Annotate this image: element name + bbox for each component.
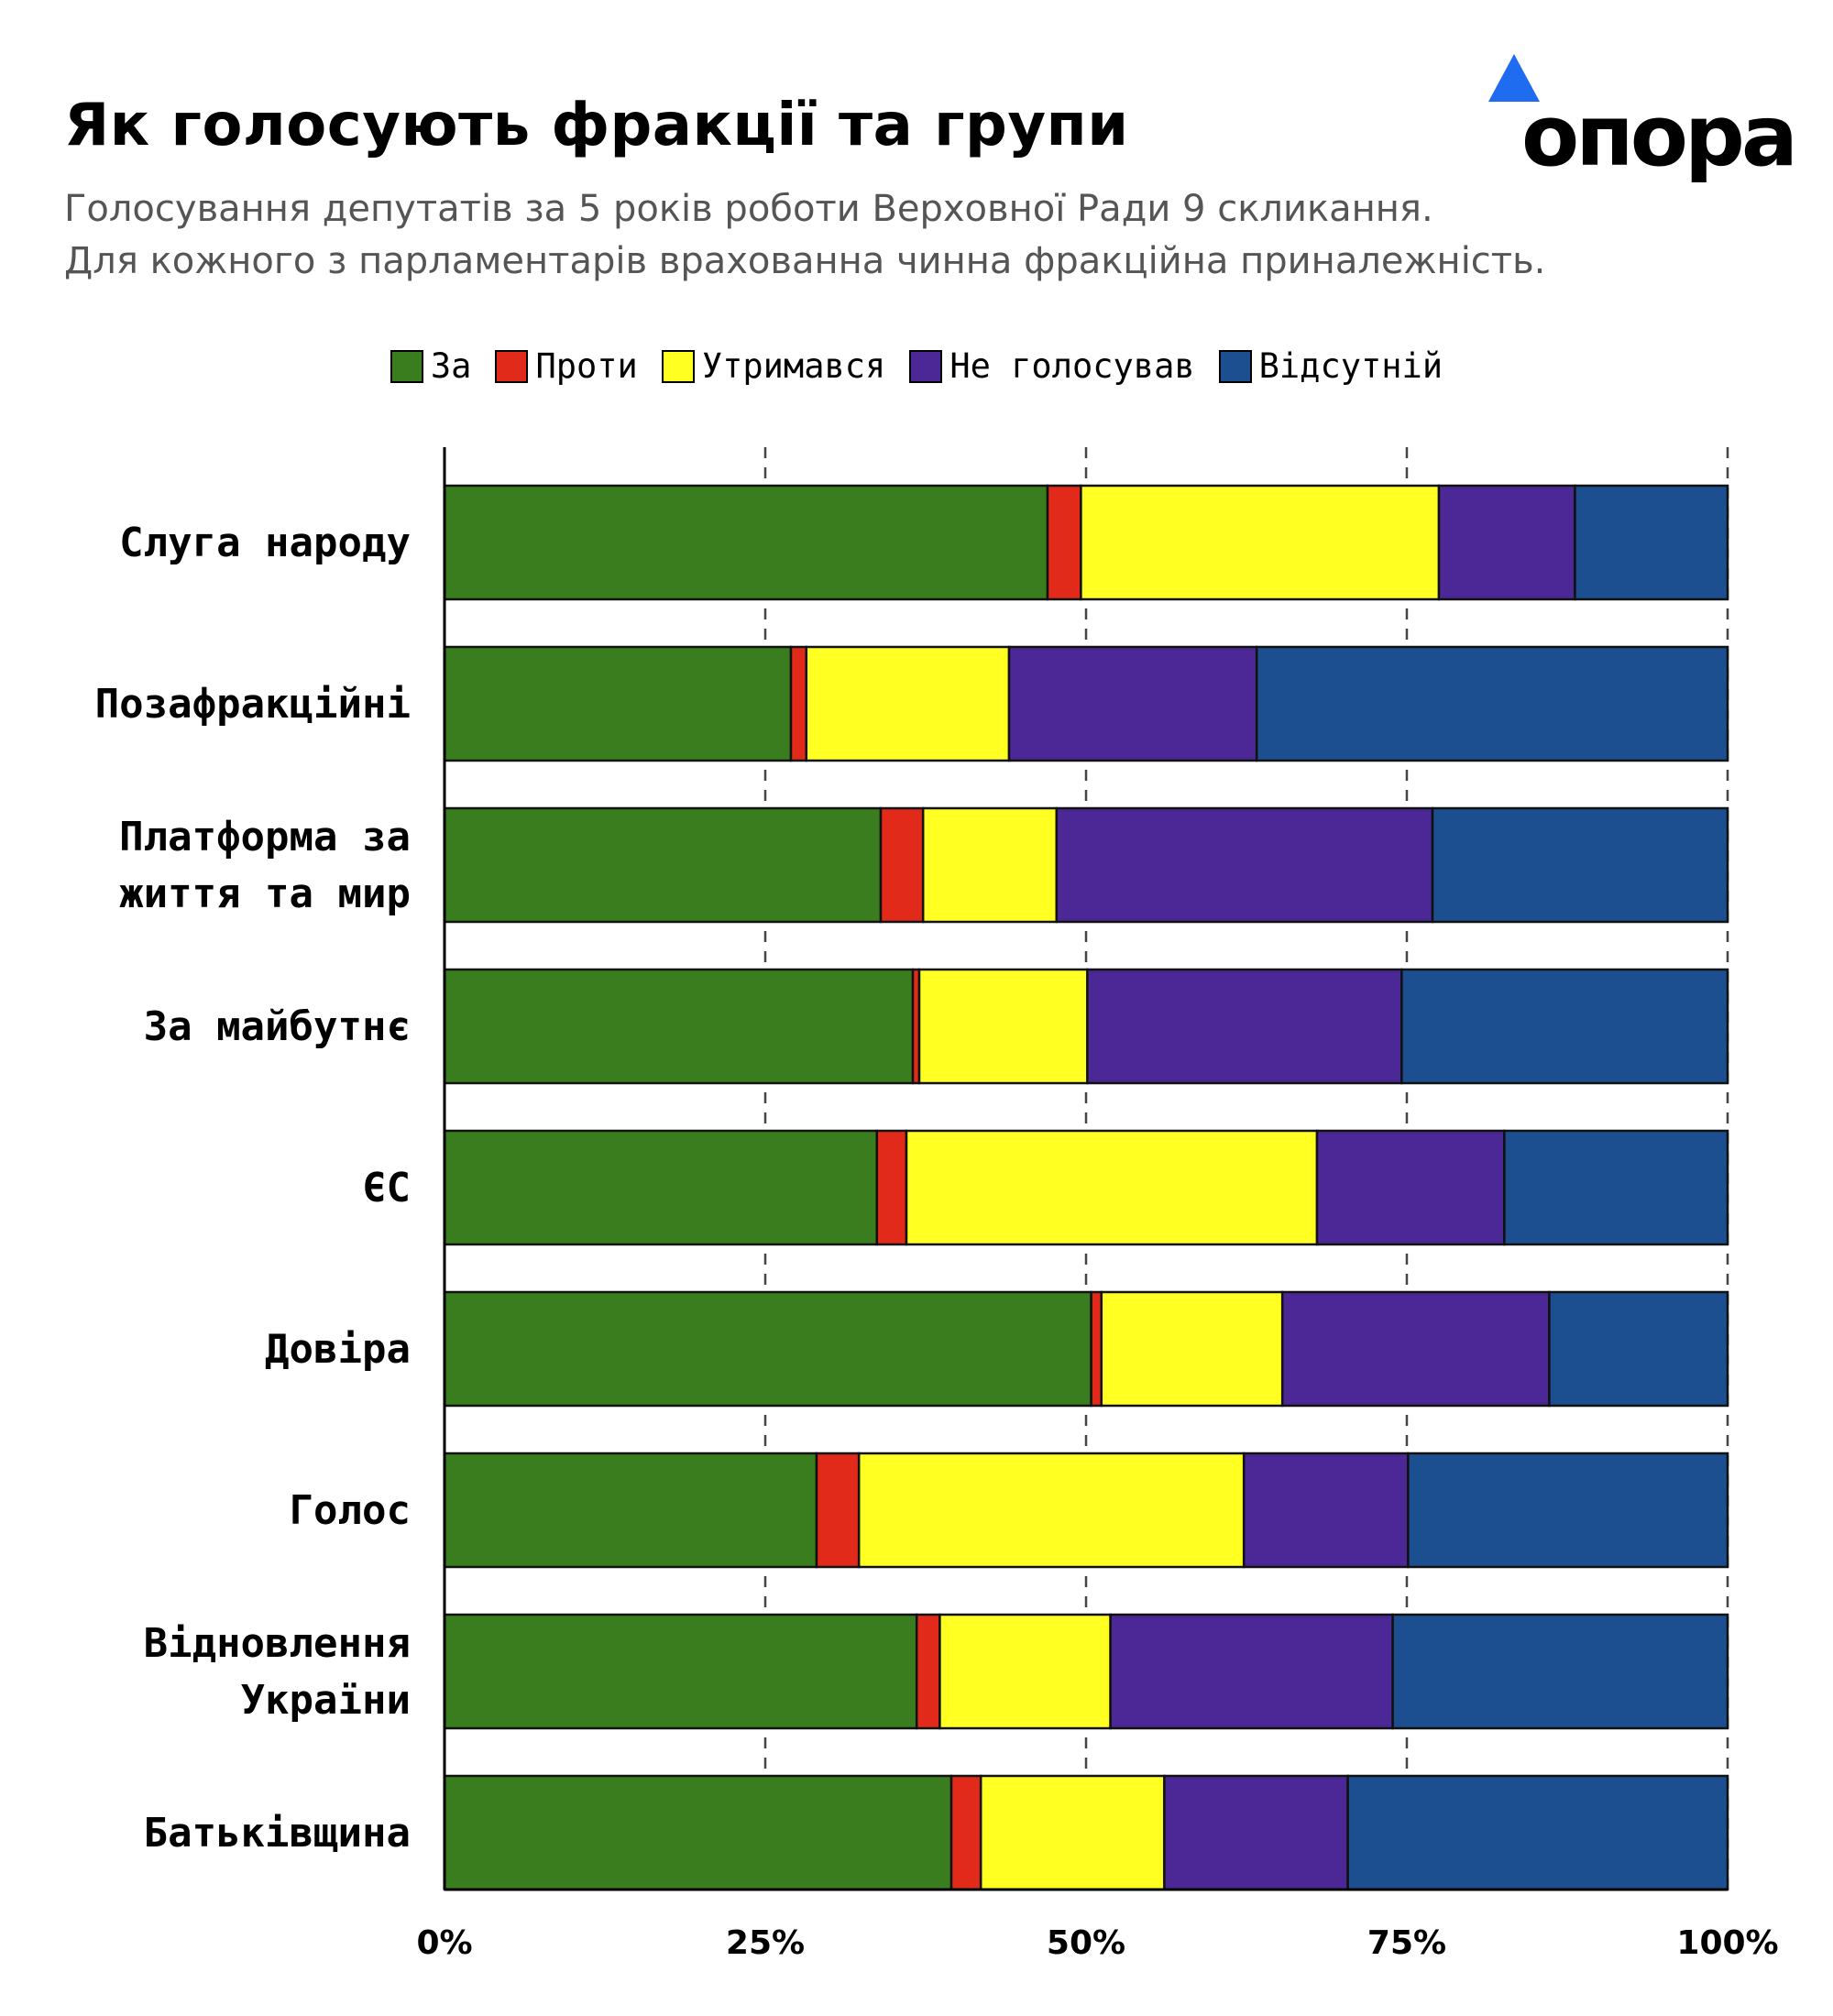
x-tick-label: 100% bbox=[1676, 1924, 1778, 1962]
bar-segment bbox=[875, 1129, 908, 1246]
category-label: Довіра bbox=[265, 1326, 411, 1373]
category-label: Відновлення bbox=[144, 1620, 411, 1667]
bar-segment bbox=[938, 1613, 1112, 1730]
bar-segment bbox=[1090, 1290, 1103, 1408]
bar-segment bbox=[443, 1129, 879, 1246]
bar-segment bbox=[443, 1452, 818, 1569]
bar-segment bbox=[443, 1290, 1092, 1408]
legend-item: Утримався bbox=[661, 346, 886, 386]
legend-swatch bbox=[495, 349, 529, 383]
legend-swatch bbox=[390, 349, 423, 383]
bar-segment bbox=[1255, 645, 1729, 762]
bar-segment bbox=[905, 1129, 1319, 1246]
bar-segment bbox=[1437, 484, 1576, 601]
page-title: Як голосують фракції та групи bbox=[64, 92, 1129, 159]
bar-segment bbox=[1346, 1774, 1729, 1891]
bar-segment bbox=[921, 806, 1059, 924]
bar-segment bbox=[1109, 1613, 1394, 1730]
bar-segment bbox=[979, 1774, 1166, 1891]
x-tick-label: 25% bbox=[726, 1924, 805, 1962]
bar-segment bbox=[1391, 1613, 1729, 1730]
bar-segment bbox=[443, 806, 883, 924]
x-tick-label: 0% bbox=[416, 1924, 472, 1962]
bar-segment bbox=[1055, 806, 1434, 924]
bar-segment bbox=[1100, 1290, 1284, 1408]
category-label: Голос bbox=[290, 1487, 411, 1534]
legend-label: За bbox=[430, 346, 472, 386]
bar-segment bbox=[1046, 484, 1082, 601]
bar-segment bbox=[879, 806, 925, 924]
legend-swatch bbox=[1218, 349, 1252, 383]
bar-segment bbox=[1242, 1452, 1410, 1569]
bar-segment bbox=[805, 645, 1011, 762]
bar-segment bbox=[949, 1774, 982, 1891]
bar-segment bbox=[1080, 484, 1441, 601]
legend-swatch bbox=[909, 349, 943, 383]
bar-segment bbox=[1315, 1129, 1506, 1246]
bar-segment bbox=[443, 1613, 918, 1730]
bar-segment bbox=[1400, 968, 1729, 1085]
bar-segment bbox=[443, 645, 793, 762]
bar-segment bbox=[815, 1452, 861, 1569]
category-label: України bbox=[241, 1677, 411, 1724]
legend-label: Утримався bbox=[701, 346, 886, 386]
opora-logo: опора bbox=[1485, 50, 1798, 188]
legend-label: Не голосував bbox=[949, 346, 1195, 386]
category-label: життя та мир bbox=[119, 871, 411, 917]
subtitle-line-2: Для кожного з парламентарів врахованна ч… bbox=[64, 240, 1546, 282]
legend-item: Не голосував bbox=[909, 346, 1195, 386]
subtitle-line-1: Голосування депутатів за 5 років роботи … bbox=[64, 188, 1433, 230]
bar-segment bbox=[1574, 484, 1729, 601]
x-tick-label: 75% bbox=[1367, 1924, 1446, 1962]
bar-segment bbox=[1548, 1290, 1729, 1408]
category-label: Батьківщина bbox=[144, 1810, 411, 1857]
legend-item: Проти bbox=[495, 346, 638, 386]
category-label: ЄС bbox=[362, 1165, 411, 1211]
bar-segment bbox=[1503, 1129, 1729, 1246]
legend-item: За bbox=[390, 346, 472, 386]
bar-segment bbox=[1431, 806, 1729, 924]
bar-segment bbox=[443, 968, 915, 1085]
bar-segment bbox=[1163, 1774, 1349, 1891]
category-label: Платформа за bbox=[119, 814, 411, 860]
x-tick-label: 50% bbox=[1047, 1924, 1125, 1962]
bar-segment bbox=[917, 968, 1089, 1085]
bar-segment bbox=[1407, 1452, 1729, 1569]
legend-label: Проти bbox=[535, 346, 638, 386]
logo-triangle-icon bbox=[1488, 54, 1540, 102]
bar-segment bbox=[443, 1774, 953, 1891]
bar-segment bbox=[443, 484, 1049, 601]
bar-segment bbox=[857, 1452, 1246, 1569]
logo-text: опора bbox=[1521, 87, 1798, 185]
bar-segment bbox=[789, 645, 808, 762]
bar-segment bbox=[1280, 1290, 1551, 1408]
bar-segment bbox=[1007, 645, 1258, 762]
legend: За Проти Утримався Не голосував Відсутній bbox=[0, 346, 1833, 386]
category-label: За майбутнє bbox=[144, 1003, 411, 1050]
bar-segment bbox=[915, 1613, 941, 1730]
legend-item: Відсутній bbox=[1218, 346, 1443, 386]
bar-segment bbox=[1086, 968, 1403, 1085]
legend-swatch bbox=[661, 349, 695, 383]
legend-label: Відсутній bbox=[1258, 346, 1443, 386]
category-label: Слуга народу bbox=[119, 520, 411, 566]
category-label: Позафракційні bbox=[95, 681, 411, 728]
